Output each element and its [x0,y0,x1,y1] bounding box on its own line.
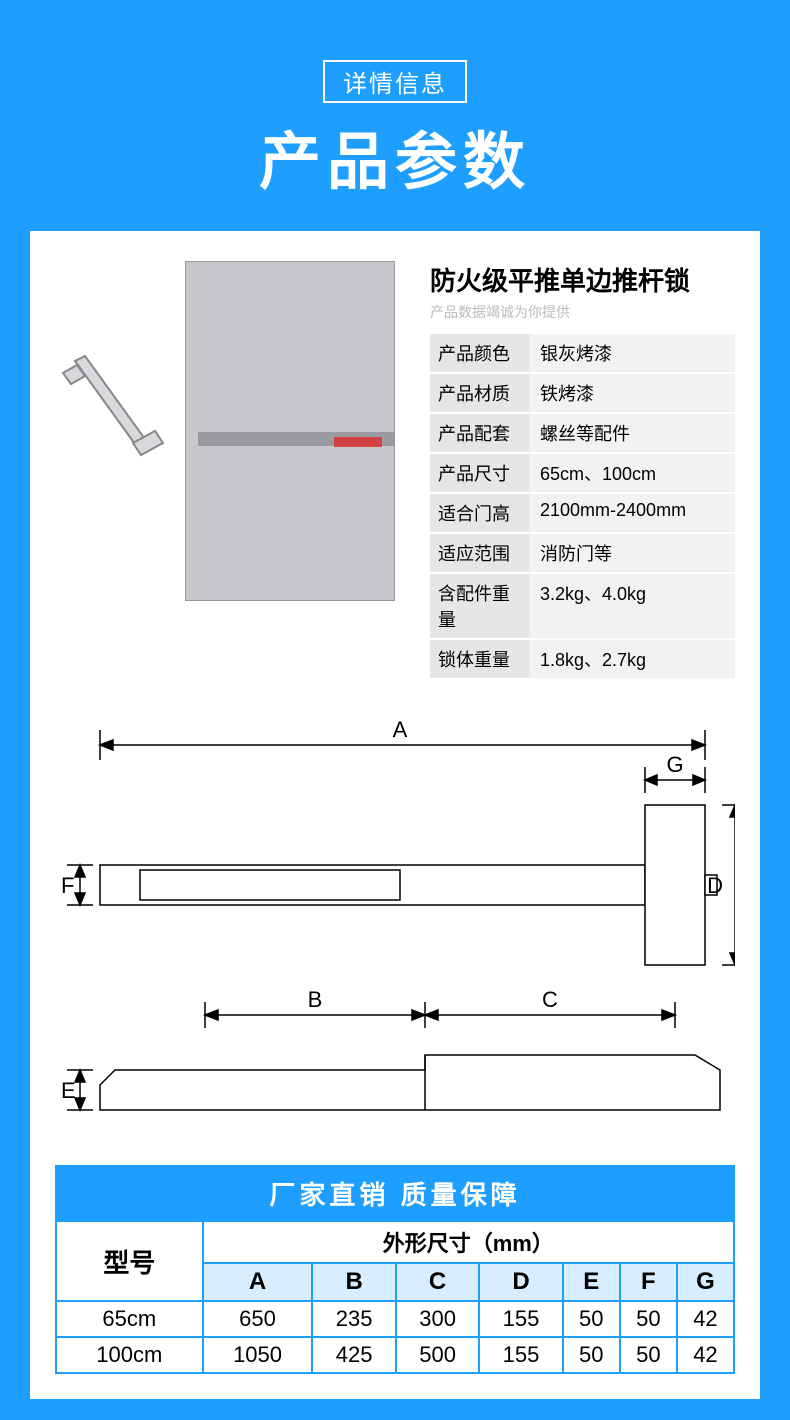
spec-row: 适应范围消防门等 [430,534,735,574]
content-panel: 防火级平推单边推杆锁 产品数据竭诚为你提供 产品颜色银灰烤漆产品材质铁烤漆产品配… [30,231,760,1399]
spec-list: 产品颜色银灰烤漆产品材质铁烤漆产品配套螺丝等配件产品尺寸65cm、100cm适合… [430,334,735,680]
dim-cell: 300 [396,1301,479,1337]
dim-cell: 50 [620,1337,677,1373]
product-info: 防火级平推单边推杆锁 产品数据竭诚为你提供 产品颜色银灰烤漆产品材质铁烤漆产品配… [405,261,735,680]
spec-value: 3.2kg、4.0kg [530,574,735,638]
top-row: 防火级平推单边推杆锁 产品数据竭诚为你提供 产品颜色银灰烤漆产品材质铁烤漆产品配… [55,261,735,680]
dim-A-label: A [393,717,408,742]
dim-cell: 155 [479,1337,562,1373]
product-subtitle: 产品数据竭诚为你提供 [430,302,735,322]
spec-row: 含配件重量3.2kg、4.0kg [430,574,735,640]
dim-cell: 235 [312,1301,395,1337]
spec-value: 65cm、100cm [530,454,735,492]
spec-row: 锁体重量1.8kg、2.7kg [430,640,735,680]
dim-col-header: E [563,1263,620,1301]
model-cell: 65cm [56,1301,203,1337]
dim-col-header: D [479,1263,562,1301]
dim-cell: 155 [479,1301,562,1337]
spec-row: 产品材质铁烤漆 [430,374,735,414]
table-row: 100cm1050425500155505042 [56,1337,734,1373]
dim-col-header: G [677,1263,734,1301]
spec-value: 1.8kg、2.7kg [530,640,735,678]
spec-row: 产品配套螺丝等配件 [430,414,735,454]
dim-col-header: C [396,1263,479,1301]
header: 详情信息 产品参数 [0,0,790,201]
dimension-diagram: A G F [55,715,735,1140]
dim-cell: 42 [677,1337,734,1373]
dim-cell: 1050 [203,1337,313,1373]
model-cell: 100cm [56,1337,203,1373]
product-title: 防火级平推单边推杆锁 [430,261,735,298]
dim-B-label: B [308,987,323,1012]
product-bar-icon [55,351,165,481]
dim-cell: 500 [396,1337,479,1373]
table-row: 65cm650235300155505042 [56,1301,734,1337]
spec-value: 消防门等 [530,534,735,572]
spec-value: 铁烤漆 [530,374,735,412]
table-banner: 厂家直销 质量保障 [56,1166,734,1221]
dim-col-header: B [312,1263,395,1301]
dim-col-header: F [620,1263,677,1301]
spec-label: 产品颜色 [430,334,530,372]
spec-row: 产品颜色银灰烤漆 [430,334,735,374]
model-header: 型号 [56,1221,203,1301]
dim-cell: 50 [563,1337,620,1373]
spec-value: 2100mm-2400mm [530,494,735,532]
spec-label: 锁体重量 [430,640,530,678]
dim-E-label: E [61,1078,76,1103]
spec-value: 银灰烤漆 [530,334,735,372]
dim-D-label: D [707,873,723,898]
dim-cell: 42 [677,1301,734,1337]
dim-col-header: A [203,1263,313,1301]
spec-label: 适合门高 [430,494,530,532]
header-title: 产品参数 [0,111,790,201]
dim-cell: 50 [563,1301,620,1337]
dim-cell: 425 [312,1337,395,1373]
product-images [55,261,405,601]
spec-value: 螺丝等配件 [530,414,735,452]
dim-G-label: G [666,752,683,777]
spec-row: 产品尺寸65cm、100cm [430,454,735,494]
door-photo [185,261,395,601]
size-header: 外形尺寸（mm） [203,1221,734,1263]
spec-row: 适合门高2100mm-2400mm [430,494,735,534]
header-badge: 详情信息 [323,60,467,103]
spec-label: 产品配套 [430,414,530,452]
dim-F-label: F [61,873,74,898]
spec-label: 适应范围 [430,534,530,572]
dim-cell: 650 [203,1301,313,1337]
spec-label: 含配件重量 [430,574,530,638]
dim-C-label: C [542,987,558,1012]
dimension-table: 厂家直销 质量保障 型号 外形尺寸（mm） ABCDEFG 65cm650235… [55,1165,735,1374]
spec-label: 产品材质 [430,374,530,412]
spec-label: 产品尺寸 [430,454,530,492]
dim-cell: 50 [620,1301,677,1337]
